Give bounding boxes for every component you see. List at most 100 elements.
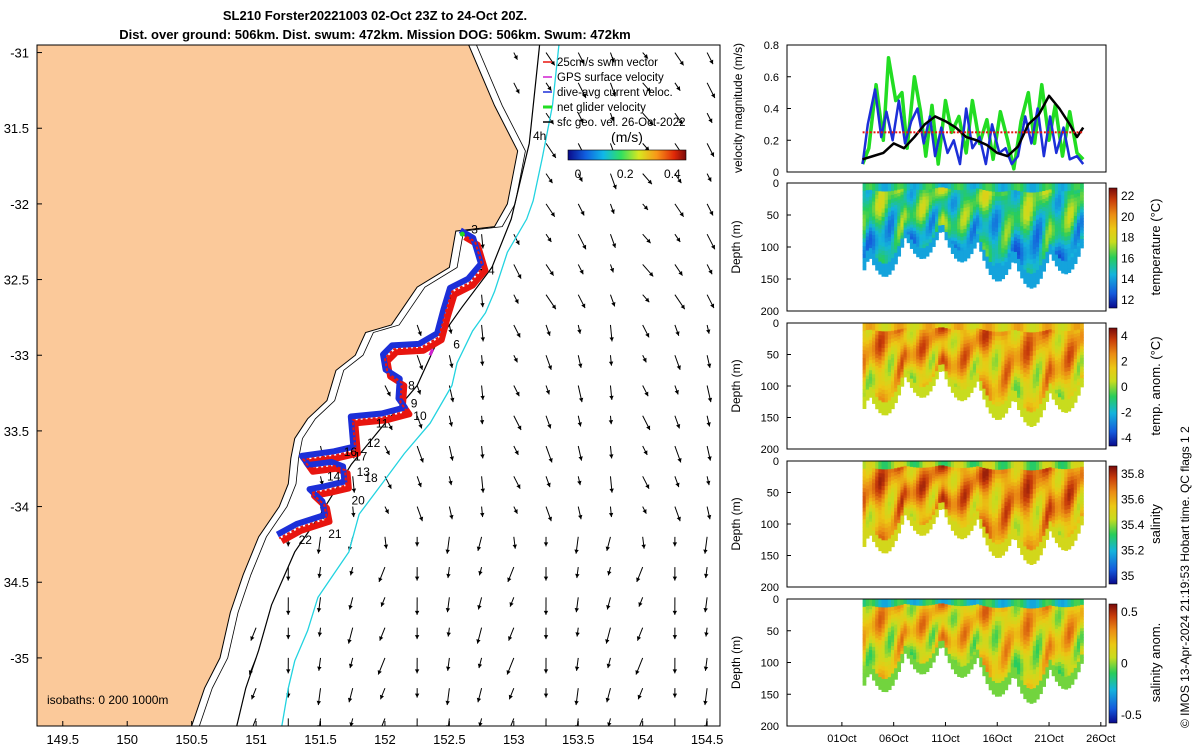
heatmap-cell: [916, 480, 920, 485]
heatmap-cell: [944, 224, 949, 228]
heatmap-cell: [991, 209, 996, 214]
heatmap-cell: [906, 368, 911, 372]
heatmap-cell: [991, 187, 996, 193]
heatmap-cell: [1070, 233, 1075, 239]
heatmap-cell: [1026, 420, 1031, 426]
heatmap-cell: [969, 326, 974, 330]
heatmap-cell: [903, 220, 908, 224]
heatmap-cell: [988, 245, 993, 251]
heatmap-cell: [865, 531, 870, 536]
heatmap-cell: [985, 361, 990, 366]
heatmap-cell: [884, 187, 889, 192]
velocity-arrowhead: [316, 700, 322, 706]
velocity-arrowhead: [448, 329, 453, 334]
heatmap-cell: [957, 211, 961, 216]
heatmap-cell: [1061, 252, 1065, 258]
heatmap-cell: [862, 377, 867, 382]
heatmap-cell: [963, 221, 968, 226]
heatmap-cell: [925, 249, 930, 254]
heatmap-cell: [960, 506, 965, 511]
heatmap-cell: [979, 204, 983, 209]
colorbar-tick-label: 12: [1121, 293, 1135, 307]
heatmap-cell: [1035, 363, 1040, 369]
heatmap-cell: [1042, 405, 1046, 411]
heatmap-cell: [1064, 191, 1069, 196]
heatmap-cell: [897, 358, 902, 363]
heatmap-cell: [982, 467, 987, 472]
heatmap-cell: [925, 523, 930, 527]
heatmap-cell: [922, 189, 927, 194]
swim-speed-marker: [985, 131, 988, 134]
velocity-arrowhead: [446, 632, 451, 637]
heatmap-cell: [906, 339, 911, 343]
heatmap-cell: [954, 390, 958, 395]
heatmap-cell: [1070, 214, 1075, 219]
heatmap-cell: [928, 513, 933, 518]
heatmap-cell: [966, 467, 971, 472]
heatmap-cell: [976, 201, 980, 205]
heatmap-cell: [976, 511, 980, 515]
heatmap-cell: [1029, 269, 1034, 275]
heatmap-cell: [1017, 527, 1021, 533]
heatmap-cell: [1010, 244, 1015, 249]
heatmap-cell: [950, 382, 955, 387]
heatmap-cell: [941, 346, 946, 350]
heatmap-cell: [1070, 194, 1075, 200]
heatmap-cell: [1029, 489, 1034, 495]
heatmap-cell: [1045, 219, 1050, 224]
heatmap-cell: [1070, 361, 1075, 366]
heatmap-cell: [878, 509, 883, 515]
heatmap-cell: [944, 219, 949, 223]
heatmap-cell: [897, 232, 902, 237]
heatmap-cell: [925, 503, 930, 508]
heatmap-cell: [935, 203, 939, 207]
heatmap-cell: [909, 355, 914, 359]
heatmap-cell: [1007, 522, 1012, 527]
heatmap-cell: [1001, 256, 1006, 262]
heatmap-cell: [1017, 234, 1021, 240]
heatmap-cell: [1032, 512, 1037, 518]
heatmap-cell: [976, 191, 980, 195]
heatmap-cell: [878, 203, 883, 209]
heatmap-cell: [1013, 514, 1018, 519]
heatmap-cell: [872, 220, 876, 225]
heatmap-cell: [1073, 348, 1078, 353]
heatmap-cell: [903, 463, 908, 467]
heatmap-cell: [872, 238, 876, 243]
heatmap-cell: [878, 404, 883, 410]
heatmap-cell: [925, 352, 930, 357]
heatmap-cell: [1010, 383, 1015, 388]
heatmap-cell: [909, 384, 914, 388]
heatmap-cell: [862, 495, 867, 501]
heatmap-cell: [1029, 202, 1034, 208]
heatmap-cell: [1064, 199, 1069, 205]
heatmap-cell: [887, 489, 892, 495]
heatmap-cell: [1080, 224, 1084, 228]
heatmap-cell: [868, 491, 873, 496]
heatmap-cell: [1032, 230, 1037, 236]
heatmap-cell: [906, 185, 911, 189]
heatmap-cell: [947, 478, 952, 482]
heatmap-cell: [1017, 516, 1021, 521]
heatmap-cell: [1010, 247, 1015, 252]
heatmap-cell: [960, 222, 965, 227]
heatmap-cell: [919, 525, 924, 530]
heatmap-cell: [998, 263, 1002, 269]
heatmap-cell: [1058, 342, 1062, 347]
heatmap-cell: [979, 341, 983, 345]
heatmap-cell: [875, 222, 879, 228]
heatmap-cell: [1058, 326, 1062, 332]
heatmap-cell: [1058, 405, 1062, 410]
heatmap-cell: [1070, 229, 1075, 235]
heatmap-cell: [868, 380, 873, 385]
heatmap-cell: [994, 504, 999, 510]
heatmap-cell: [1080, 323, 1084, 327]
heatmap-cell: [1032, 216, 1037, 222]
heatmap-cell: [1058, 202, 1062, 208]
heatmap-cell: [1067, 195, 1072, 200]
heatmap-cell: [1001, 486, 1006, 492]
heatmap-cell: [1023, 381, 1028, 387]
heatmap-cell: [969, 357, 974, 362]
heatmap-cell: [957, 326, 961, 331]
velocity-arrowhead: [637, 694, 642, 700]
